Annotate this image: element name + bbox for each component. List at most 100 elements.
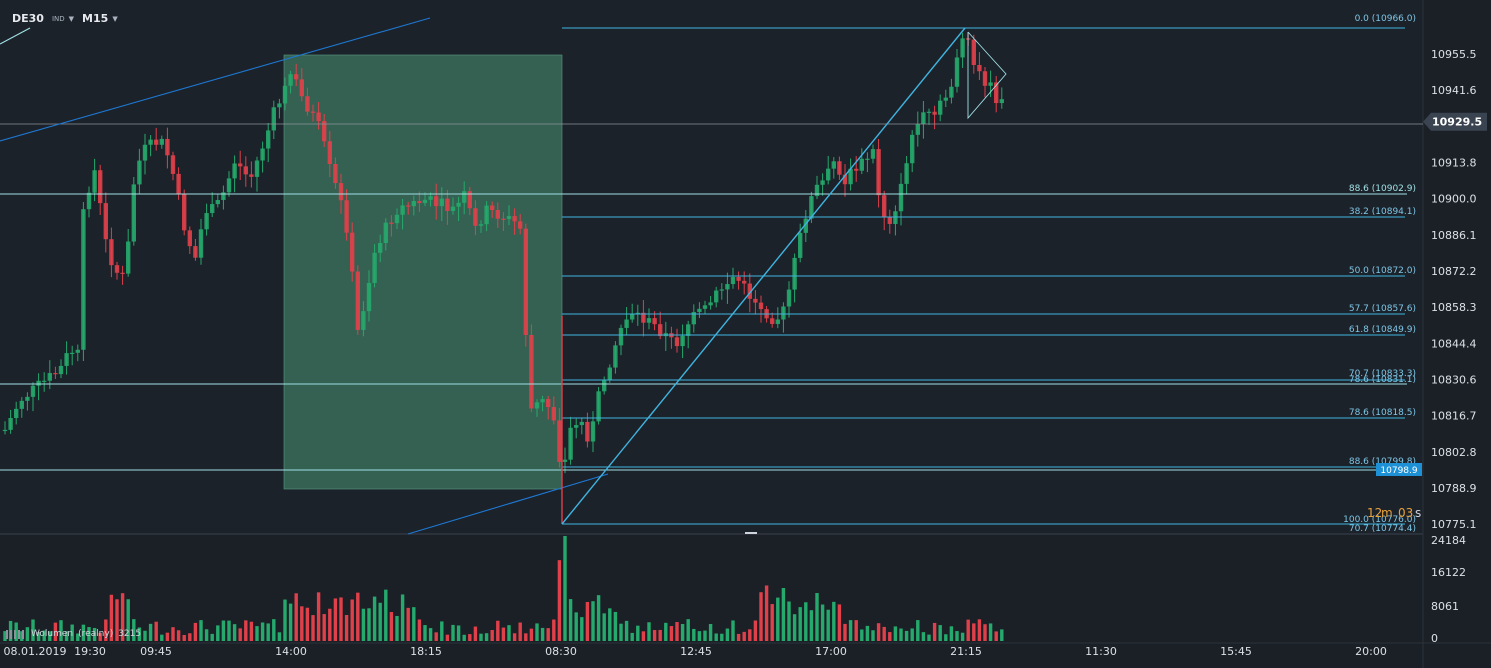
volume-bar [272,619,276,641]
volume-bar [574,612,578,641]
countdown-timer: 12m 03 s [1367,506,1421,520]
volume-bar [882,626,886,641]
candle-body [495,209,500,219]
timeframe-caret-down-icon[interactable]: ▼ [112,14,118,23]
drag-handle-icon[interactable] [6,629,26,639]
volume-bar [809,610,814,641]
candle-body [506,216,512,220]
volume-bar [535,623,539,641]
volume-bar [294,593,298,641]
candle-body [445,198,450,211]
time-axis-label: 18:15 [410,645,442,658]
candle-body [798,232,803,258]
volume-bar [977,619,982,641]
volume-bar [815,593,819,641]
candle-body [277,103,282,108]
candle-body [182,194,187,231]
candle-body [142,144,148,161]
volume-bar [568,599,573,641]
candle-body [943,97,948,101]
time-axis-label: 14:00 [275,645,307,658]
volume-bar [115,599,119,641]
volume-bar [776,597,780,641]
volume-bar [540,627,545,641]
volume-bar [832,601,836,641]
volume-bar [333,598,338,641]
time-axis-label: 11:30 [1085,645,1117,658]
candle-body [299,79,304,97]
triangle-pattern [967,31,1007,120]
candle-body [58,365,64,375]
candle-body [154,139,159,145]
volume-bar [53,622,58,641]
timeframe-selector[interactable]: M15 [82,12,109,25]
candle-body [165,138,170,156]
candle-body [775,319,780,324]
volume-bar [356,592,360,641]
candle-body [450,206,456,211]
volume-bar [512,633,517,641]
volume-bar [255,626,259,641]
time-axis-label: 19:30 [74,645,106,658]
volume-bar [137,627,142,641]
volume-bar [647,622,651,641]
volume-bar [753,620,758,641]
volume-bar [501,627,506,641]
volume-bar [193,622,198,641]
volume-bar [288,603,293,641]
volume-bar [445,634,450,641]
volume-bar [367,608,371,641]
candle-body [338,183,344,201]
volume-bar [490,630,494,641]
candle-body [30,385,36,397]
candle-body [781,306,786,320]
volume-bar [854,620,858,641]
volume-bar [389,612,394,641]
volume-legend: Wolumen (realny) 3215 [6,629,141,639]
candle-body [86,192,92,210]
volume-bar [339,597,343,641]
volume-axis-label: 0 [1431,632,1438,645]
candle-body [378,243,383,253]
volume-bar [613,611,618,641]
candle-body [882,195,887,217]
candle-body [25,396,30,401]
volume-bar [109,594,114,641]
volume-bar [428,628,433,641]
trend-channel-lower [407,473,609,535]
volume-bar [154,621,158,641]
candle-body [870,149,876,159]
time-axis: 08.01.2019 19:30 09:45 14:00 18:15 08:30 12:45… [4,645,1387,658]
price-axis-label: 10775.1 [1431,518,1477,531]
volume-bar [283,599,287,641]
candle-body [36,380,41,386]
candle-body [893,211,898,224]
candle-body [148,139,153,145]
volume-bar [960,632,965,641]
candle-body [770,318,775,324]
candle-body [590,421,596,442]
volume-bar [417,619,422,641]
candle-body [501,218,506,220]
volume-bar [238,628,242,641]
chart-header: DE30 IND ▼ M15 ▼ [12,12,118,25]
volume-bar [260,622,265,641]
volume-bar [496,620,500,641]
candle-body [109,239,114,266]
candle-body [64,353,69,366]
price-axis: 10955.5 10941.6 10913.8 10900.0 10886.1 10872… [1376,48,1487,531]
volume-bar [216,625,220,641]
symbol-caret-down-icon[interactable]: ▼ [68,14,75,23]
candle-body [758,302,764,310]
volume-bar [910,628,914,641]
symbol-label[interactable]: DE30 [12,12,44,25]
volume-bar [966,619,970,641]
volume-bar [904,630,909,641]
candle-body [411,201,416,207]
volume-bar [641,631,646,641]
volume-axis: 24184 16122 8061 0 [1431,534,1466,645]
candle-body [288,74,293,86]
volume-bar [899,628,903,641]
